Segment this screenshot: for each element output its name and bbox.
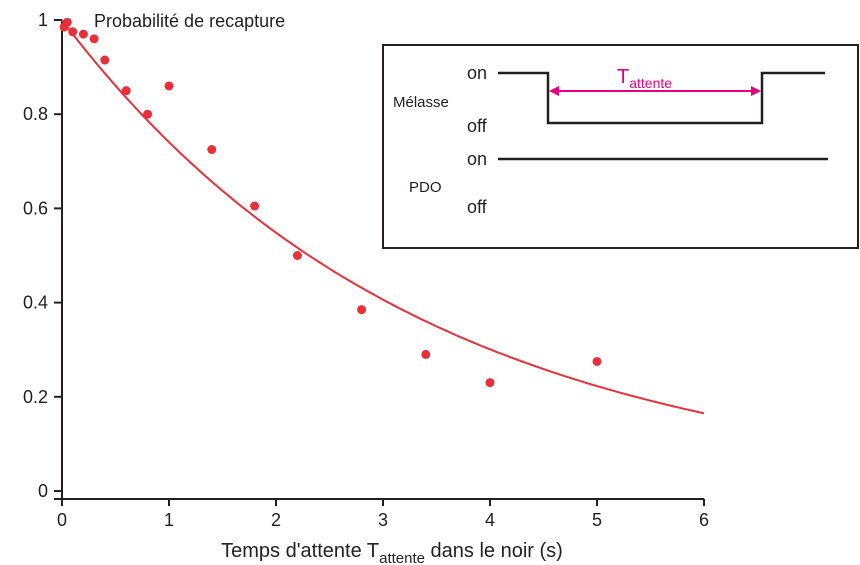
data-point <box>164 81 174 91</box>
wait-time-arrow <box>549 86 761 96</box>
y-tick-label: 0.6 <box>23 198 48 218</box>
data-point <box>62 17 72 27</box>
x-tick-label: 3 <box>378 510 388 530</box>
wait-time-label: Tattente <box>617 66 672 91</box>
data-point <box>143 109 153 119</box>
fit-curve <box>61 19 705 415</box>
melasse-row-name: Mélasse <box>393 94 449 111</box>
wait-time-arrow-right-head <box>751 86 761 96</box>
data-point <box>592 356 602 366</box>
data-point <box>421 349 431 359</box>
data-point <box>121 86 131 96</box>
y-tick-label: 0.2 <box>23 387 48 407</box>
x-tick-label: 1 <box>164 510 174 530</box>
timing-inset: on off Mélasse on off PDO Tattente <box>382 44 859 249</box>
inset-frame <box>382 44 859 249</box>
data-point <box>250 201 260 211</box>
pdo-off-label: off <box>467 197 488 217</box>
data-point <box>68 27 78 37</box>
x-tick-label: 5 <box>592 510 602 530</box>
y-tick-label: 0.8 <box>23 104 48 124</box>
data-points <box>59 17 602 388</box>
x-tick-label: 2 <box>271 510 281 530</box>
chart-title: Probabilité de recapture <box>94 11 285 31</box>
melasse-on-label: on <box>467 63 487 83</box>
x-axis-label-suffix: dans le noir (s) <box>425 540 563 562</box>
data-point <box>485 378 495 388</box>
wait-time-label-subscript: attente <box>629 75 672 91</box>
data-point <box>100 55 110 65</box>
y-tick-label: 1 <box>38 10 48 30</box>
melasse-off-label: off <box>467 116 488 136</box>
pdo-row-name: PDO <box>409 179 442 196</box>
x-tick-label: 6 <box>699 510 709 530</box>
y-tick-label: 0.4 <box>23 293 48 313</box>
data-point <box>292 251 302 260</box>
melasse-signal <box>498 71 825 125</box>
x-axis-label: Temps d'attente Tattente dans le noir (s… <box>221 540 563 565</box>
x-axis-label-prefix: Temps d'attente T <box>221 540 379 562</box>
axes <box>54 20 704 500</box>
wait-time-label-prefix: T <box>617 66 629 88</box>
data-point <box>78 29 88 39</box>
x-axis-label-subscript: attente <box>379 550 425 565</box>
y-tick-label: 0 <box>38 481 48 501</box>
data-point <box>357 305 367 315</box>
x-tick-label: 0 <box>57 510 67 530</box>
x-tick-label: 4 <box>485 510 495 530</box>
pdo-on-label: on <box>467 149 487 169</box>
data-point <box>207 145 217 155</box>
data-point <box>89 34 99 44</box>
fit-curve-group <box>61 19 705 415</box>
wait-time-arrow-left-head <box>549 86 559 96</box>
ticks: 0 1 2 3 4 5 6 0 0.2 0.4 0.6 0.8 1 <box>23 10 709 530</box>
